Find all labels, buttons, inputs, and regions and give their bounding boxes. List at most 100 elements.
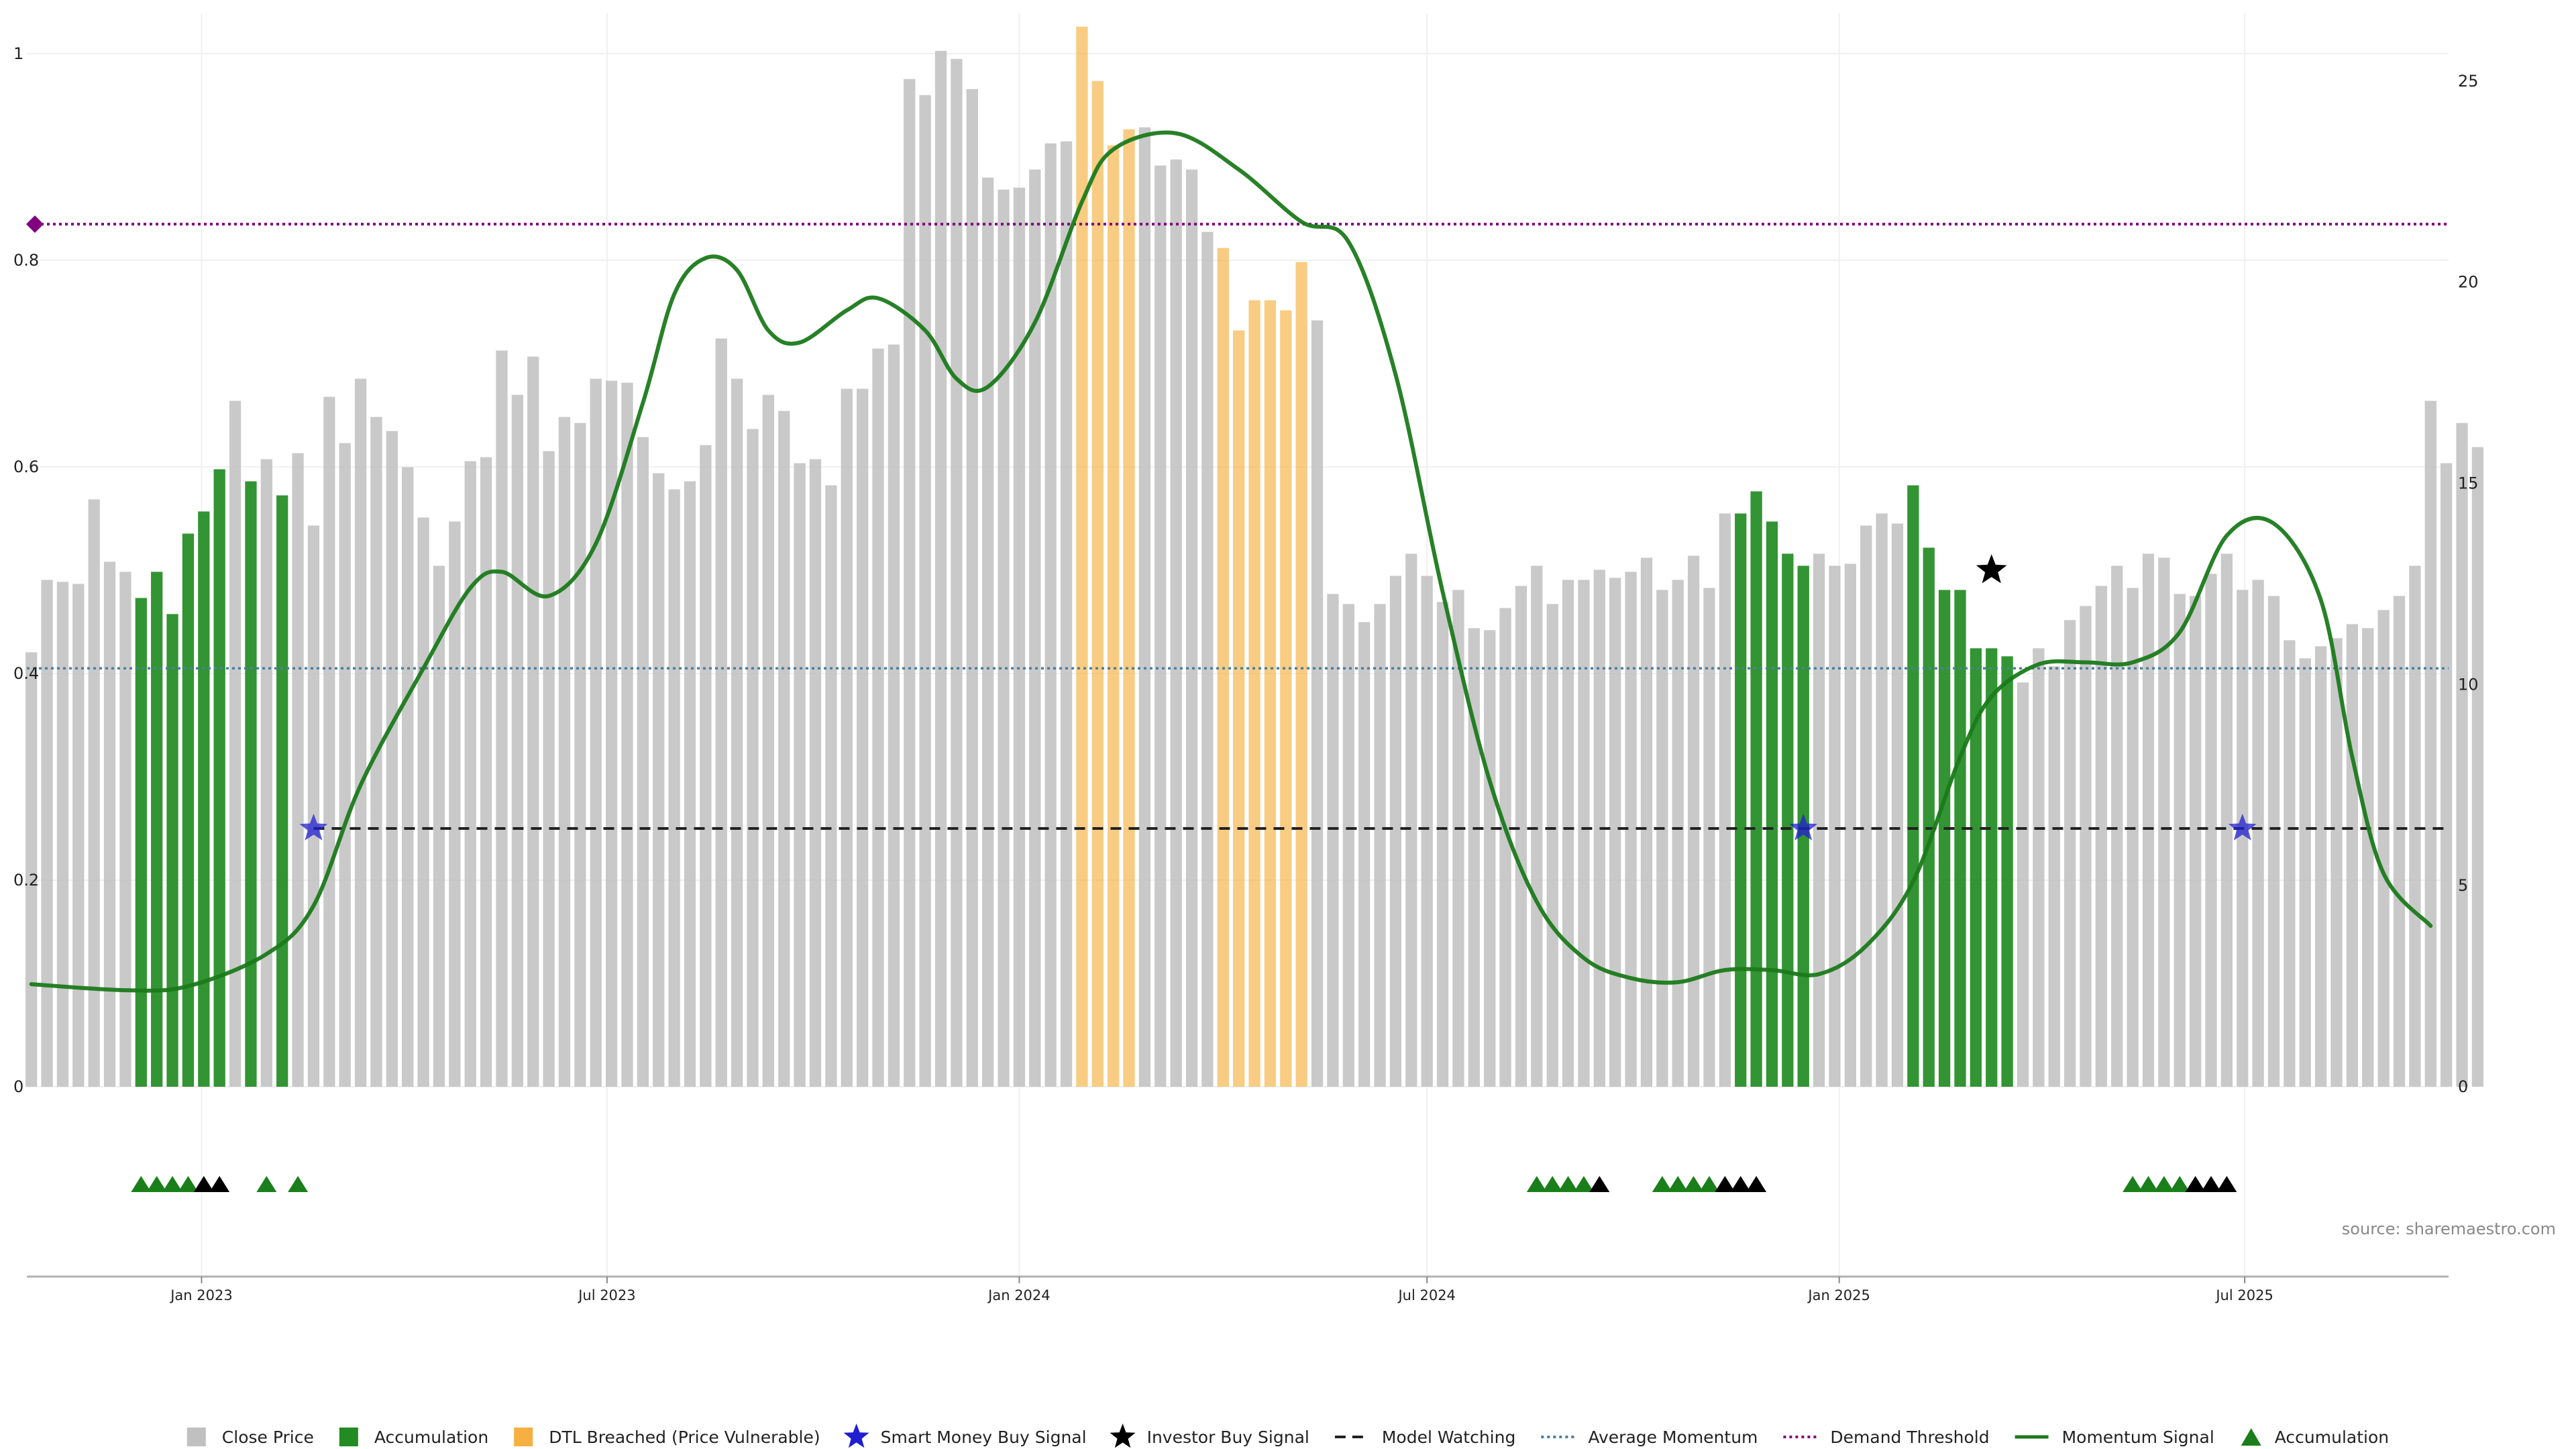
bar — [2314, 646, 2327, 1087]
bar — [1389, 576, 1402, 1087]
legend-swatch — [514, 1428, 533, 1446]
bar — [2284, 640, 2296, 1087]
legend-label: Close Price — [222, 1428, 314, 1447]
bar — [119, 572, 131, 1087]
bar — [1044, 143, 1057, 1087]
bar — [715, 338, 727, 1087]
accumulation-marker — [1668, 1176, 1688, 1192]
bar — [511, 394, 523, 1087]
bar — [480, 457, 492, 1087]
bar — [1656, 590, 1668, 1087]
bar — [56, 582, 69, 1087]
bar — [1342, 604, 1354, 1087]
bar — [307, 525, 320, 1087]
bar — [1155, 165, 1167, 1087]
legend-label: Model Watching — [1382, 1428, 1516, 1447]
right-tick-label: 15 — [2458, 474, 2479, 492]
bar — [1938, 590, 1951, 1087]
bar — [825, 485, 837, 1087]
bar — [323, 396, 335, 1087]
bar — [558, 417, 571, 1087]
bar — [1499, 608, 1511, 1087]
accumulation-marker — [1652, 1176, 1672, 1192]
bar — [2393, 596, 2406, 1087]
accumulation-marker — [256, 1176, 277, 1192]
right-tick-label: 25 — [2458, 72, 2479, 91]
bar — [151, 572, 163, 1087]
bar — [1923, 547, 1935, 1087]
bar — [668, 489, 680, 1087]
bar — [1719, 513, 1731, 1087]
bar — [135, 598, 147, 1087]
bar — [449, 521, 461, 1087]
bar — [2189, 596, 2202, 1087]
demand-threshold-diamond — [26, 215, 44, 233]
legend-triangle-icon — [2241, 1428, 2261, 1446]
legend-item: Model Watching — [1334, 1428, 1516, 1447]
accumulation-marker — [2138, 1176, 2159, 1192]
left-tick-label: 0.6 — [13, 458, 39, 476]
investor-marker — [1715, 1176, 1735, 1192]
bar — [433, 566, 445, 1087]
investor-marker — [2216, 1176, 2237, 1192]
legend-item: Demand Threshold — [1783, 1428, 1990, 1447]
x-tick-label: Jan 2023 — [169, 1287, 233, 1303]
bar — [621, 382, 633, 1087]
bar — [1562, 580, 1574, 1087]
accumulation-marker — [162, 1176, 183, 1192]
accumulation-marker — [2123, 1176, 2143, 1192]
accumulation-marker — [1573, 1176, 1594, 1192]
investor-marker — [2201, 1176, 2222, 1192]
bar — [981, 177, 994, 1087]
bar — [1672, 580, 1684, 1087]
bar — [292, 453, 304, 1087]
left-tick-label: 0.4 — [13, 664, 39, 683]
bar — [1578, 580, 1590, 1087]
legend-label: Accumulation — [374, 1428, 488, 1447]
bar — [1185, 169, 1198, 1087]
bar — [888, 344, 900, 1087]
bar — [1954, 590, 1966, 1087]
bar — [1735, 513, 1747, 1087]
bar — [1844, 564, 1857, 1087]
left-tick-label: 1 — [13, 44, 23, 63]
bar — [794, 463, 806, 1087]
investor-marker — [1746, 1176, 1767, 1192]
accumulation-marker — [1558, 1176, 1578, 1192]
bar — [1123, 129, 1135, 1087]
investor-marker — [1730, 1176, 1751, 1192]
bar — [1703, 588, 1715, 1087]
bar — [2048, 666, 2060, 1087]
bar — [72, 584, 85, 1087]
legend-item: Accumulation — [339, 1428, 488, 1447]
bar — [41, 580, 53, 1087]
bar — [1013, 187, 1026, 1087]
bar — [2362, 628, 2374, 1087]
bar — [637, 437, 649, 1087]
bar — [1374, 604, 1386, 1087]
bar — [182, 533, 195, 1087]
bar — [417, 517, 429, 1087]
right-tick-label: 20 — [2458, 273, 2479, 292]
bar — [2127, 588, 2139, 1087]
bar — [1421, 576, 1433, 1087]
bar — [1311, 320, 1324, 1087]
bar — [354, 378, 367, 1087]
bar — [260, 459, 272, 1087]
close-price-bars — [25, 26, 2484, 1087]
accumulation-marker — [2169, 1176, 2190, 1192]
bar — [2063, 620, 2076, 1087]
bar — [88, 499, 100, 1087]
bar — [25, 652, 38, 1087]
bar — [2377, 610, 2390, 1087]
legend: Close Price Accumulation DTL Breached (Pri… — [186, 1424, 2389, 1448]
bar — [1295, 262, 1307, 1087]
bar — [1625, 572, 1637, 1087]
bar — [1248, 300, 1260, 1087]
bar — [574, 423, 586, 1087]
smart-money-star — [2228, 814, 2257, 841]
bar — [778, 411, 790, 1087]
bar — [1876, 513, 1888, 1087]
bar — [1829, 566, 1841, 1087]
